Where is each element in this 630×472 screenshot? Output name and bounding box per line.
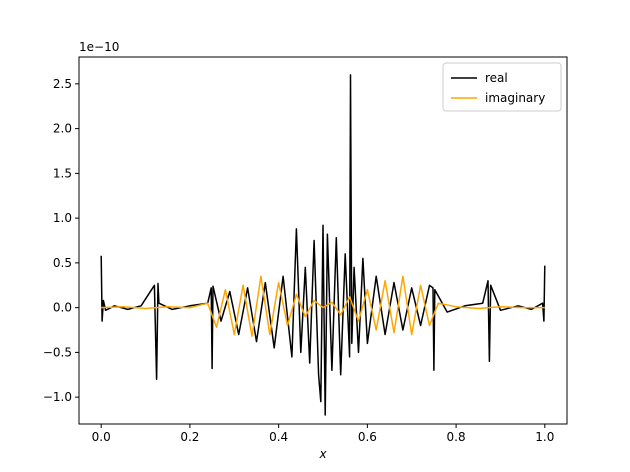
y-axis: −1.0 −0.5 0.0 0.5 1.0 1.5 2.0 2.5 (43, 77, 79, 404)
y-tick-label: 0.5 (53, 256, 72, 270)
x-tick-label: 0.4 (269, 430, 288, 444)
x-tick-label: 0.6 (358, 430, 377, 444)
y-tick-label: 2.0 (53, 122, 72, 136)
x-tick-label: 1.0 (535, 430, 554, 444)
x-axis: 0.0 0.2 0.4 0.6 0.8 1.0 (92, 424, 554, 444)
plot-frame (78, 56, 568, 425)
x-tick-label: 0.8 (447, 430, 466, 444)
x-tick-label: 0.0 (92, 430, 111, 444)
series-line-real (100, 74, 546, 416)
x-axis-label: x (318, 447, 327, 461)
y-offset-text: 1e−10 (79, 40, 119, 54)
y-tick-label: 0.0 (53, 301, 72, 315)
x-tick-label: 0.2 (180, 430, 199, 444)
series-line-imaginary (101, 275, 545, 338)
y-tick-label: 1.0 (53, 211, 72, 225)
y-tick-label: −0.5 (43, 345, 72, 359)
y-tick-label: −1.0 (43, 390, 72, 404)
y-tick-label: 2.5 (53, 77, 72, 91)
y-tick-label: 1.5 (53, 166, 72, 180)
legend-label-real: real (485, 71, 508, 85)
legend-label-imaginary: imaginary (485, 91, 545, 105)
series-layer (100, 74, 546, 416)
legend-box (442, 62, 562, 112)
legend: real imaginary (442, 62, 562, 112)
